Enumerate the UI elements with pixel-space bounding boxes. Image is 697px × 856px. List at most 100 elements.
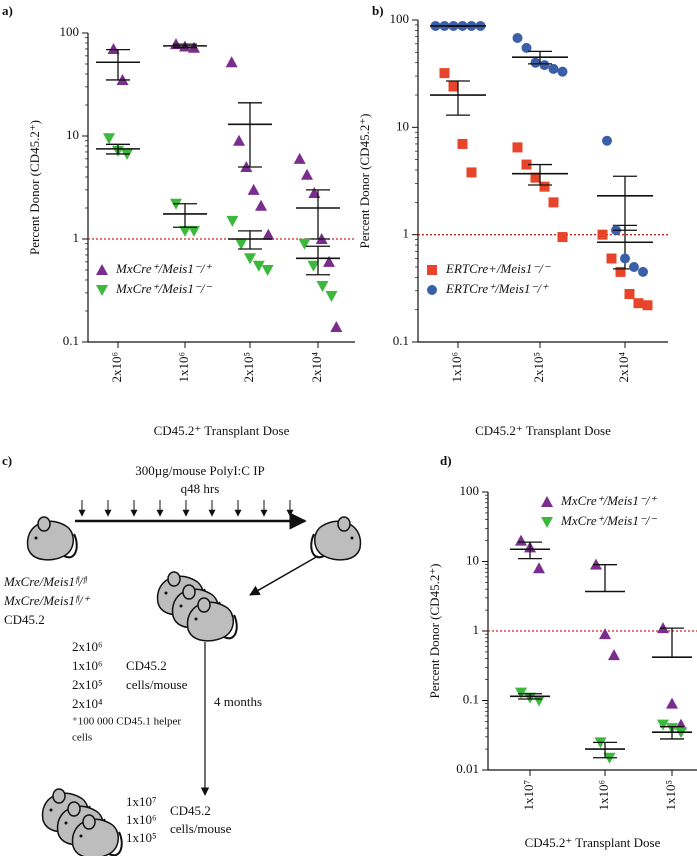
legend-label: MxCre⁺/Meis1⁻/⁻ bbox=[560, 513, 657, 528]
dose: 2x10⁵ bbox=[72, 677, 103, 692]
point bbox=[247, 183, 260, 195]
y-tick-label: 0.1 bbox=[463, 691, 479, 706]
chart: b) 0.1 1 10 100 Percent Donor (CD45.2⁺) CD45.2… bbox=[357, 3, 668, 438]
point bbox=[597, 229, 608, 240]
diagram: c) 300µg/mouse PolyI:C IP q48 hrs MxCre/… bbox=[2, 453, 362, 856]
y-tick-label: 1 bbox=[473, 622, 480, 637]
secondary-unit: CD45.2 bbox=[170, 803, 211, 818]
point bbox=[557, 66, 568, 77]
point bbox=[262, 228, 275, 240]
secondary-dose: 1x10⁵ bbox=[126, 830, 157, 845]
y-axis-title: Percent Donor (CD45.2⁺) bbox=[427, 563, 442, 698]
point bbox=[515, 687, 527, 699]
point bbox=[226, 215, 239, 227]
point bbox=[233, 134, 245, 146]
y-tick-label: 10 bbox=[466, 552, 479, 567]
helper: ⁺100 000 CD45.1 helper bbox=[72, 716, 181, 728]
panel-label: a) bbox=[2, 3, 13, 18]
point bbox=[642, 300, 653, 311]
legend-marker bbox=[427, 285, 437, 295]
legend-marker bbox=[96, 285, 108, 296]
dose: 2x10⁴ bbox=[72, 696, 103, 711]
dose: 2x10⁶ bbox=[72, 639, 103, 654]
y-tick-label: 100 bbox=[460, 483, 480, 498]
donor: CD45.2 bbox=[4, 612, 45, 627]
y-tick-label: 1 bbox=[403, 226, 410, 241]
point bbox=[666, 697, 678, 709]
x-tick-label: 1x10⁶ bbox=[176, 352, 191, 383]
point bbox=[244, 253, 256, 265]
legend-label: ERTCre+/Meis1⁻/⁻ bbox=[445, 261, 551, 276]
point bbox=[638, 266, 648, 277]
point bbox=[188, 225, 200, 237]
point bbox=[615, 266, 626, 277]
panel-label: c) bbox=[2, 453, 12, 468]
y-axis-title: Percent Donor (CD45.2⁺) bbox=[357, 113, 372, 248]
x-axis-title: CD45.2⁺ Transplant Dose bbox=[525, 835, 661, 850]
point bbox=[261, 265, 274, 277]
point bbox=[316, 280, 329, 292]
point bbox=[657, 719, 669, 731]
legend-label: ERTCre⁺/Meis1⁻/⁺ bbox=[445, 281, 549, 296]
point bbox=[599, 628, 611, 640]
point bbox=[466, 167, 477, 178]
transfer-arrow bbox=[249, 555, 319, 596]
injection-arrows bbox=[78, 500, 294, 517]
legend-label: MxCre⁺/Meis1⁻/⁺ bbox=[560, 493, 657, 508]
y-tick-label: 0.01 bbox=[456, 761, 479, 776]
point bbox=[530, 57, 541, 68]
point bbox=[293, 152, 306, 164]
secondary-unit: cells/mouse bbox=[170, 821, 232, 836]
y-tick-label: 0.1 bbox=[393, 333, 409, 348]
point bbox=[521, 159, 532, 170]
x-tick-label: 1x10⁶ bbox=[449, 352, 464, 383]
donor-mouse bbox=[26, 516, 78, 561]
point bbox=[439, 68, 450, 79]
x-axis-title: CD45.2⁺ Transplant Dose bbox=[154, 423, 290, 438]
point bbox=[103, 133, 115, 145]
point bbox=[548, 197, 559, 208]
legend-marker bbox=[541, 517, 553, 528]
point bbox=[308, 186, 321, 198]
y-tick-label: 10 bbox=[66, 127, 79, 142]
point bbox=[629, 261, 639, 272]
point bbox=[606, 253, 617, 264]
point bbox=[539, 181, 550, 192]
point bbox=[539, 60, 550, 71]
dose: 1x10⁶ bbox=[72, 658, 103, 673]
point bbox=[548, 63, 559, 74]
point bbox=[521, 42, 532, 53]
point bbox=[557, 232, 568, 243]
point bbox=[530, 172, 541, 183]
legend-marker bbox=[541, 496, 553, 507]
point bbox=[252, 260, 265, 272]
genotype: MxCre/Meis1ᶠˡ/ᶠˡ bbox=[3, 574, 88, 589]
panel-label: b) bbox=[372, 3, 384, 18]
y-tick-label: 1 bbox=[73, 230, 80, 245]
point bbox=[533, 695, 545, 707]
y-tick-label: 100 bbox=[390, 11, 410, 26]
x-axis-title: CD45.2⁺ Transplant Dose bbox=[475, 423, 611, 438]
point bbox=[533, 562, 545, 574]
x-tick-label: 1x10⁷ bbox=[521, 780, 536, 811]
dose-unit: CD45.2 bbox=[126, 658, 167, 673]
y-tick-label: 100 bbox=[60, 24, 80, 39]
x-tick-label: 2x10⁴ bbox=[309, 352, 324, 383]
helper: cells bbox=[72, 732, 92, 744]
legend-marker bbox=[427, 265, 437, 275]
x-tick-label: 2x10⁵ bbox=[531, 352, 546, 383]
secondary-dose: 1x10⁷ bbox=[126, 794, 157, 809]
y-tick-label: 0.1 bbox=[63, 333, 79, 348]
point bbox=[512, 32, 523, 43]
y-axis-title: Percent Donor (CD45.2⁺) bbox=[27, 120, 42, 255]
point bbox=[323, 255, 335, 267]
point bbox=[608, 649, 620, 661]
point bbox=[448, 81, 459, 92]
point bbox=[633, 298, 644, 309]
point bbox=[107, 42, 120, 54]
chart: a) 0.1 1 10 100 Percent Donor (CD45.2⁺) CD45.2… bbox=[2, 3, 355, 438]
point bbox=[301, 168, 313, 180]
legend-label: MxCre⁺/Meis1⁻/⁺ bbox=[115, 261, 212, 276]
point bbox=[512, 142, 523, 153]
